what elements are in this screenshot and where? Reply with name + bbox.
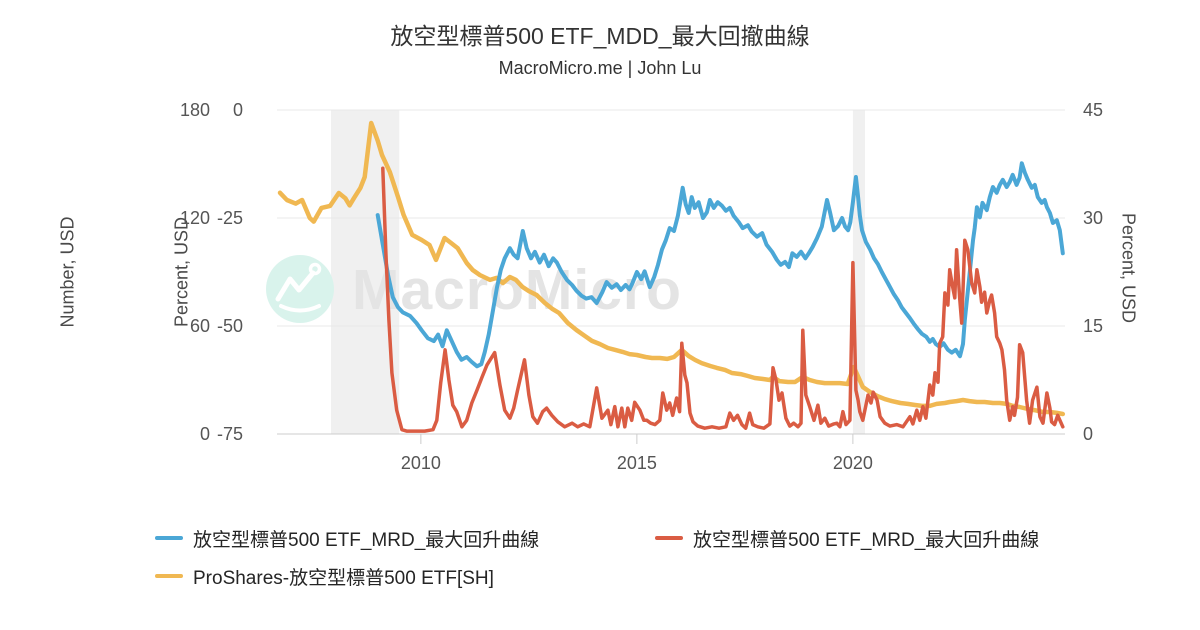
right-percent-tick-label: 45 <box>1083 100 1104 120</box>
left-percent-tick-label: -50 <box>216 316 243 336</box>
legend-item-2[interactable]: ProShares-放空型標普500 ETF[SH] <box>155 564 494 589</box>
series-line-0[interactable] <box>277 120 1066 417</box>
left-percent-tick-label: -75 <box>216 424 243 444</box>
legend-label: 放空型標普500 ETF_MRD_最大回升曲線 <box>193 529 540 551</box>
left-number-tick-label: 180 <box>179 100 210 120</box>
x-axis-tick-label: 2010 <box>400 453 441 473</box>
right-percent-tick-label: 15 <box>1083 316 1104 336</box>
right-percent-tick-label: 0 <box>1083 424 1094 444</box>
legend-label: 放空型標普500 ETF_MRD_最大回升曲線 <box>693 529 1040 551</box>
legend-swatch-icon <box>155 574 183 578</box>
chart-title: 放空型標普500 ETF_MDD_最大回撤曲線 <box>390 23 810 49</box>
right-percent-tick-label: 30 <box>1083 208 1104 228</box>
left-percent-tick-label: 0 <box>232 100 243 120</box>
left-number-tick-label: 120 <box>179 208 210 228</box>
legend-item-1[interactable]: 放空型標普500 ETF_MRD_最大回升曲線 <box>655 526 1040 551</box>
series-line-2[interactable] <box>381 166 1065 433</box>
series-line-1[interactable] <box>375 161 1065 369</box>
left-number-tick-label: 60 <box>189 316 210 336</box>
x-axis-tick-label: 2015 <box>616 453 657 473</box>
left-percent-tick-label: -25 <box>216 208 243 228</box>
left-number-tick-label: 0 <box>199 424 210 444</box>
legend-swatch-icon <box>655 536 683 540</box>
x-axis-tick-label: 2020 <box>832 453 873 473</box>
legend-item-0[interactable]: 放空型標普500 ETF_MRD_最大回升曲線 <box>155 526 540 551</box>
legend-swatch-icon <box>155 536 183 540</box>
chart-subtitle: MacroMicro.me | John Lu <box>498 58 702 78</box>
legend-label: ProShares-放空型標普500 ETF[SH] <box>193 567 494 589</box>
